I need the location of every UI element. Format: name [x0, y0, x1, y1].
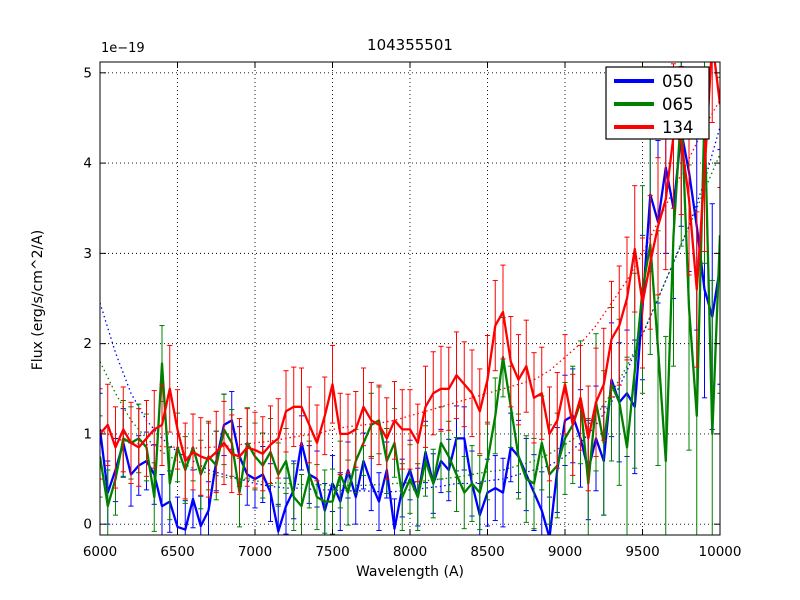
y-axis-offset-label: 1e−19: [101, 41, 145, 56]
ticks: [99, 62, 721, 535]
y-tick-label: 4: [83, 156, 92, 172]
legend-label: 050: [662, 72, 694, 91]
x-tick-label: 7500: [315, 544, 349, 560]
x-tick-label: 6500: [160, 544, 194, 560]
legend: 050 065 134: [605, 66, 710, 140]
series-134-line: [100, 62, 720, 463]
series-065-line: [100, 107, 720, 508]
x-tick-label: 6000: [83, 544, 117, 560]
x-tick-label: 7000: [238, 544, 272, 560]
x-tick-label: 8000: [393, 544, 427, 560]
y-tick-label: 1: [83, 426, 92, 442]
y-tick-label: 2: [83, 336, 92, 352]
data-area: [100, 62, 720, 535]
legend-label: 134: [662, 118, 694, 137]
x-tick-label: 8500: [470, 544, 504, 560]
legend-label: 065: [662, 95, 694, 114]
tick-labels: 6000 6500 7000 7500 8000 8500 9000 9500 10000 0 1 2…: [83, 65, 742, 560]
x-axis-label: Wavelength (A): [355, 564, 464, 580]
x-tick-label: 9500: [625, 544, 659, 560]
chart-title: 104355501: [367, 36, 453, 54]
x-tick-label: 9000: [548, 544, 582, 560]
x-tick-label: 10000: [699, 544, 742, 560]
y-tick-label: 0: [83, 517, 92, 533]
y-tick-label: 3: [83, 246, 92, 262]
y-tick-label: 5: [83, 65, 92, 81]
